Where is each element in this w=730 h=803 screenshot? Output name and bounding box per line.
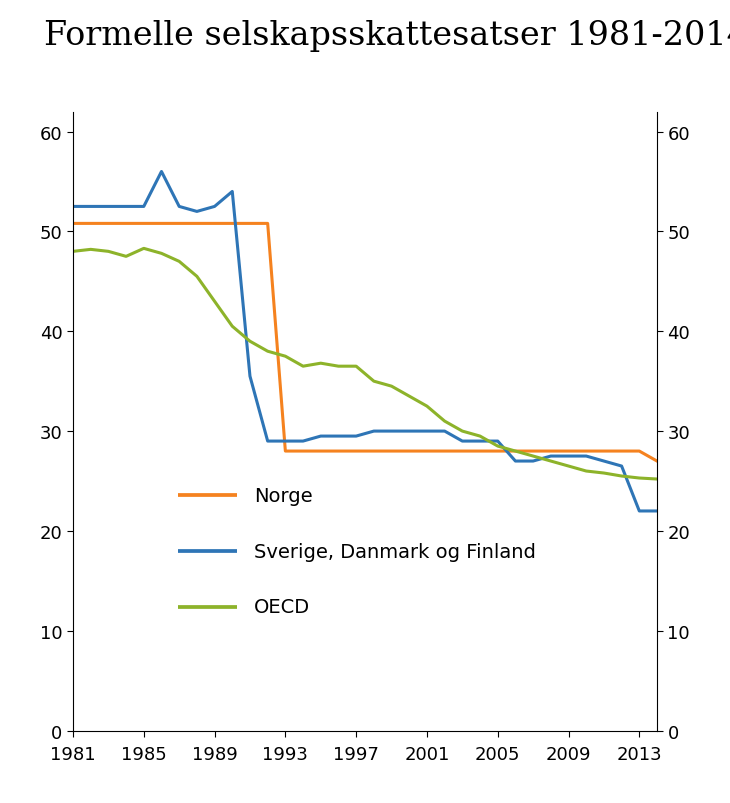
Text: Norge: Norge [254,487,312,505]
Text: OECD: OECD [254,597,310,617]
Text: Formelle selskapsskattesatser 1981-2014: Formelle selskapsskattesatser 1981-2014 [44,20,730,52]
Text: Sverige, Danmark og Finland: Sverige, Danmark og Finland [254,542,536,561]
